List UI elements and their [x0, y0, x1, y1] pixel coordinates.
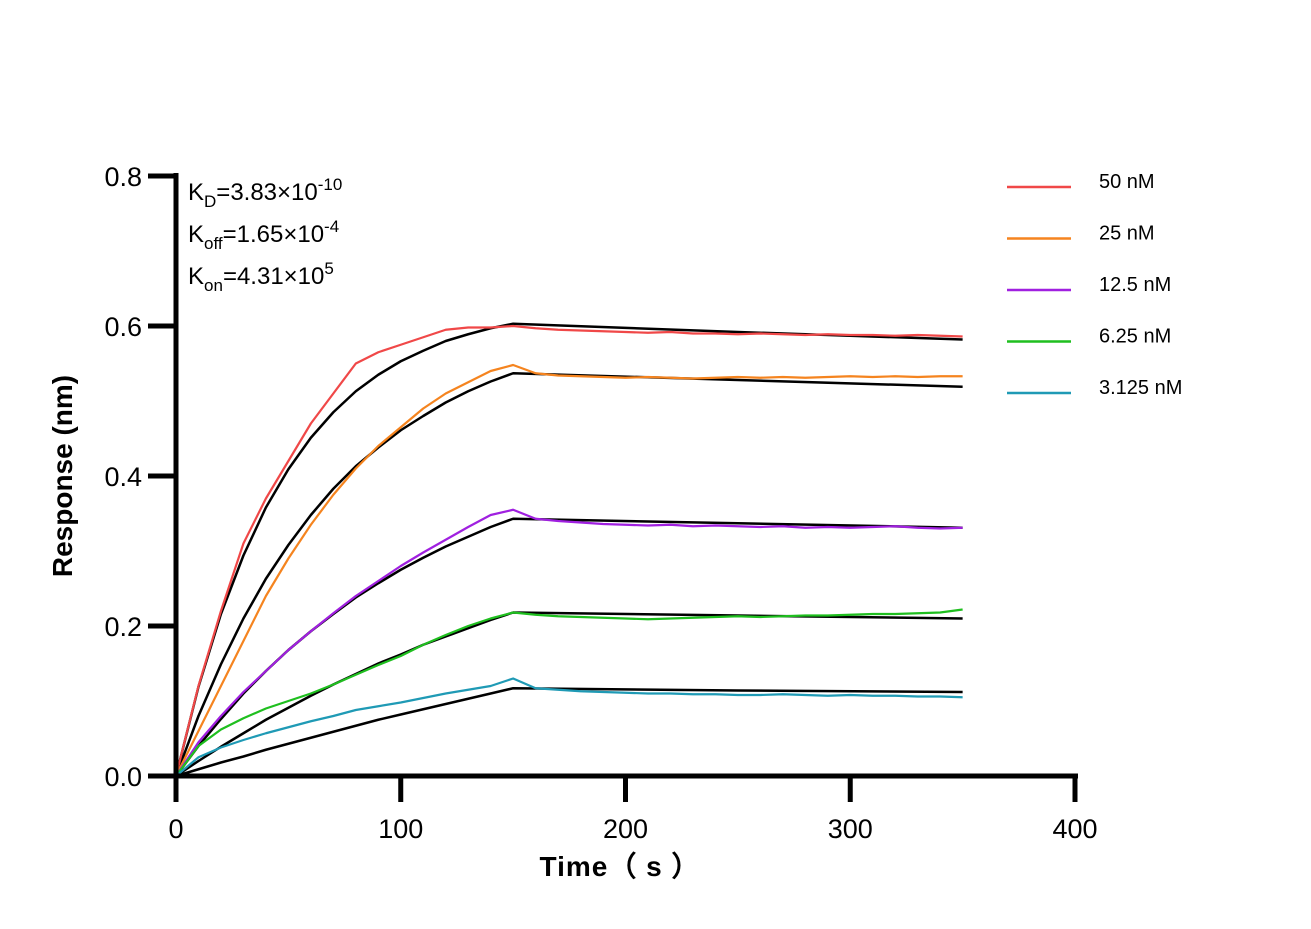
legend-label: 3.125 nM — [1099, 377, 1182, 399]
y-tick-label: 0.6 — [104, 312, 142, 342]
legend: 50 nM 25 nM 12.5 nM 6.25 nM 3.125 nM — [1007, 171, 1182, 399]
legend-label: 50 nM — [1099, 171, 1155, 193]
series-line-50-nM — [174, 324, 963, 777]
legend-label: 12.5 nM — [1099, 274, 1171, 296]
kinetic-constants: KD=3.83×10-10 Koff=1.65×10-4 Kon=4.31×105 — [188, 175, 342, 295]
kinetic-constant-off: Koff=1.65×10-4 — [188, 217, 339, 253]
series-line-6-25-nM — [175, 608, 963, 777]
y-tick-label: 0.8 — [104, 162, 142, 192]
x-axis-title: Time（ s ） — [540, 850, 701, 882]
series-line-25-nM — [175, 363, 963, 777]
y-tick-label: 0.2 — [104, 612, 142, 642]
fit-curve-2 — [174, 517, 963, 777]
series-line-12-5-nM — [175, 508, 963, 777]
measured-curves — [174, 324, 963, 777]
x-tick-label: 300 — [828, 814, 873, 844]
kinetic-constant-D: KD=3.83×10-10 — [188, 175, 342, 211]
kinetic-constant-on: Kon=4.31×105 — [188, 259, 334, 295]
ticks: 0 100 200 300 400 0.0 0.2 0.4 0.6 0.8 — [104, 162, 1097, 844]
x-tick-label: 100 — [378, 814, 423, 844]
series-line-3-125-nM — [175, 677, 963, 777]
y-axis-title: Response (nm) — [47, 375, 78, 577]
y-tick-label: 0.0 — [104, 762, 142, 792]
y-tick-label: 0.4 — [104, 462, 142, 492]
fit-curve-4 — [175, 687, 963, 778]
legend-label: 6.25 nM — [1099, 326, 1171, 348]
x-tick-label: 400 — [1052, 814, 1097, 844]
x-tick-label: 200 — [603, 814, 648, 844]
x-tick-label: 0 — [168, 814, 183, 844]
fit-curve-1 — [174, 372, 963, 777]
legend-label: 25 nM — [1099, 223, 1155, 245]
